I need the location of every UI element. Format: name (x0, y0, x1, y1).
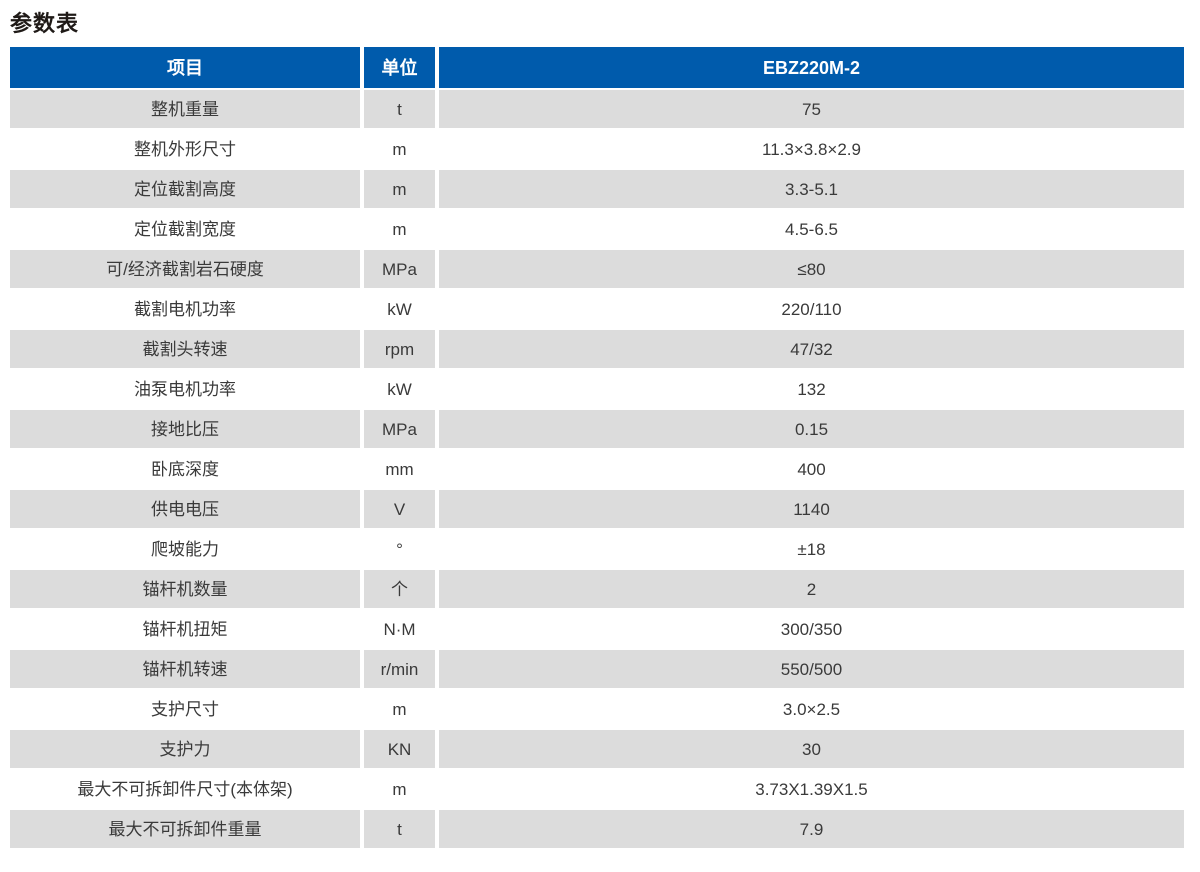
unit-cell: kW (364, 290, 435, 328)
value-cell: 7.9 (439, 810, 1184, 848)
table-row: 锚杆机数量 个 2 (10, 570, 1184, 608)
item-cell: 锚杆机数量 (10, 570, 360, 608)
value-cell: 3.3-5.1 (439, 170, 1184, 208)
value-cell: 75 (439, 90, 1184, 128)
table-row: 最大不可拆卸件重量 t 7.9 (10, 810, 1184, 848)
item-cell: 油泵电机功率 (10, 370, 360, 408)
unit-cell: r/min (364, 650, 435, 688)
table-row: 锚杆机转速 r/min 550/500 (10, 650, 1184, 688)
item-cell: 定位截割高度 (10, 170, 360, 208)
value-cell: 300/350 (439, 610, 1184, 648)
table-row: 整机外形尺寸 m 11.3×3.8×2.9 (10, 130, 1184, 168)
column-header-unit: 单位 (364, 47, 435, 88)
table-row: 截割电机功率 kW 220/110 (10, 290, 1184, 328)
item-cell: 整机外形尺寸 (10, 130, 360, 168)
value-cell: 30 (439, 730, 1184, 768)
page-title: 参数表 (10, 11, 80, 36)
table-header-row: 项目 单位 EBZ220M-2 (10, 47, 1184, 88)
item-cell: 整机重量 (10, 90, 360, 128)
unit-cell: KN (364, 730, 435, 768)
unit-cell: m (364, 210, 435, 248)
table-row: 支护力 KN 30 (10, 730, 1184, 768)
item-cell: 支护力 (10, 730, 360, 768)
value-cell: ±18 (439, 530, 1184, 568)
value-cell: 2 (439, 570, 1184, 608)
table-row: 爬坡能力 ° ±18 (10, 530, 1184, 568)
value-cell: 11.3×3.8×2.9 (439, 130, 1184, 168)
value-cell: ≤80 (439, 250, 1184, 288)
item-cell: 锚杆机扭矩 (10, 610, 360, 648)
item-cell: 卧底深度 (10, 450, 360, 488)
value-cell: 3.73X1.39X1.5 (439, 770, 1184, 808)
unit-cell: rpm (364, 330, 435, 368)
item-cell: 供电电压 (10, 490, 360, 528)
table-row: 供电电压 V 1140 (10, 490, 1184, 528)
table-row: 整机重量 t 75 (10, 90, 1184, 128)
item-cell: 最大不可拆卸件尺寸(本体架) (10, 770, 360, 808)
item-cell: 锚杆机转速 (10, 650, 360, 688)
unit-cell: ° (364, 530, 435, 568)
table-body: 整机重量 t 75 整机外形尺寸 m 11.3×3.8×2.9 定位截割高度 m… (10, 90, 1184, 848)
value-cell: 47/32 (439, 330, 1184, 368)
item-cell: 接地比压 (10, 410, 360, 448)
table-row: 定位截割宽度 m 4.5-6.5 (10, 210, 1184, 248)
unit-cell: m (364, 770, 435, 808)
value-cell: 220/110 (439, 290, 1184, 328)
unit-cell: t (364, 810, 435, 848)
unit-cell: m (364, 690, 435, 728)
unit-cell: m (364, 130, 435, 168)
item-cell: 支护尺寸 (10, 690, 360, 728)
value-cell: 400 (439, 450, 1184, 488)
table-row: 最大不可拆卸件尺寸(本体架) m 3.73X1.39X1.5 (10, 770, 1184, 808)
value-cell: 0.15 (439, 410, 1184, 448)
value-cell: 3.0×2.5 (439, 690, 1184, 728)
item-cell: 截割电机功率 (10, 290, 360, 328)
column-header-item: 项目 (10, 47, 360, 88)
unit-cell: mm (364, 450, 435, 488)
value-cell: 4.5-6.5 (439, 210, 1184, 248)
unit-cell: t (364, 90, 435, 128)
parameter-table: 项目 单位 EBZ220M-2 整机重量 t 75 整机外形尺寸 m 11.3×… (10, 47, 1184, 850)
table-row: 截割头转速 rpm 47/32 (10, 330, 1184, 368)
value-cell: 550/500 (439, 650, 1184, 688)
item-cell: 爬坡能力 (10, 530, 360, 568)
table-row: 卧底深度 mm 400 (10, 450, 1184, 488)
item-cell: 可/经济截割岩石硬度 (10, 250, 360, 288)
table-row: 油泵电机功率 kW 132 (10, 370, 1184, 408)
column-header-model: EBZ220M-2 (439, 47, 1184, 88)
item-cell: 截割头转速 (10, 330, 360, 368)
table-row: 锚杆机扭矩 N·M 300/350 (10, 610, 1184, 648)
table-row: 支护尺寸 m 3.0×2.5 (10, 690, 1184, 728)
unit-cell: V (364, 490, 435, 528)
item-cell: 最大不可拆卸件重量 (10, 810, 360, 848)
unit-cell: 个 (364, 570, 435, 608)
table-row: 定位截割高度 m 3.3-5.1 (10, 170, 1184, 208)
value-cell: 132 (439, 370, 1184, 408)
table-row: 接地比压 MPa 0.15 (10, 410, 1184, 448)
table-row: 可/经济截割岩石硬度 MPa ≤80 (10, 250, 1184, 288)
unit-cell: MPa (364, 250, 435, 288)
unit-cell: N·M (364, 610, 435, 648)
unit-cell: kW (364, 370, 435, 408)
item-cell: 定位截割宽度 (10, 210, 360, 248)
unit-cell: m (364, 170, 435, 208)
value-cell: 1140 (439, 490, 1184, 528)
unit-cell: MPa (364, 410, 435, 448)
